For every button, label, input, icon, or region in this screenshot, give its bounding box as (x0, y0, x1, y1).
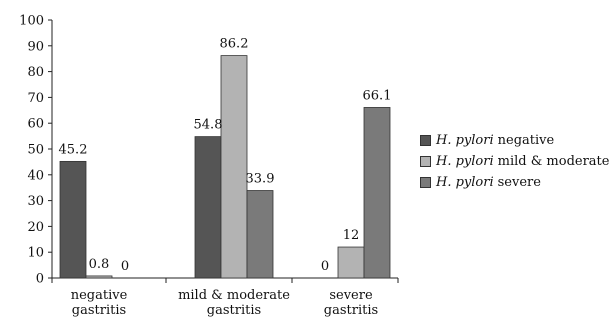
bar-1-1 (59, 160, 87, 279)
bars (59, 55, 391, 279)
y-tick-label: 30 (27, 194, 44, 209)
data-label: 0 (121, 259, 129, 274)
legend-swatch-negative (420, 135, 431, 146)
legend-italic-severe: H. pylori (436, 175, 494, 190)
bar-3-3 (363, 107, 391, 279)
y-tick-label: 20 (27, 220, 44, 235)
bar-1-2 (194, 136, 222, 279)
bar-3-2 (246, 190, 274, 279)
y-tick-label: 40 (27, 168, 44, 183)
data-label: 12 (343, 228, 360, 243)
bar-2-3 (337, 246, 365, 279)
legend-swatch-mild-moderate (420, 156, 431, 167)
legend-italic-mild-moderate: H. pylori (436, 154, 494, 169)
data-label: 0 (321, 259, 329, 274)
y-tick-label: 80 (27, 65, 44, 80)
y-axis: 0 10 20 30 40 50 60 70 80 90 100 (19, 14, 53, 287)
data-label: 45.2 (59, 142, 88, 157)
category-labels: negative gastritis mild & moderate gastriti… (71, 288, 378, 318)
data-label: 66.1 (363, 88, 392, 103)
y-tick-label: 0 (36, 272, 44, 287)
y-tick-label: 10 (27, 246, 44, 261)
legend: H. pylori negative H. pylori mild & mode… (420, 130, 609, 193)
legend-text-severe: severe (497, 175, 541, 190)
legend-text-negative: negative (497, 133, 555, 148)
y-tick-label: 60 (27, 117, 44, 132)
bar-2-1 (85, 275, 113, 279)
y-tick-label: 100 (19, 14, 44, 29)
data-label: 54.8 (194, 118, 223, 133)
legend-swatch-severe (420, 177, 431, 188)
category-label: negative gastritis (71, 288, 128, 318)
x-axis (51, 277, 399, 283)
data-label: 86.2 (220, 37, 249, 52)
legend-item-mild-moderate: H. pylori mild & moderate (420, 151, 609, 172)
category-label: mild & moderate gastritis (178, 288, 290, 318)
data-label: 33.9 (246, 172, 275, 187)
category-label: severe gastritis (324, 288, 378, 318)
y-tick-label: 90 (27, 39, 44, 54)
data-labels: 45.2 0.8 0 54.8 86.2 33.9 0 12 66.1 (59, 37, 392, 274)
legend-italic-negative: H. pylori (436, 133, 494, 148)
data-label: 0.8 (89, 257, 110, 272)
bar-2-2 (220, 55, 248, 279)
legend-text-mild-moderate: mild & moderate (497, 154, 610, 169)
legend-item-severe: H. pylori severe (420, 172, 609, 193)
legend-item-negative: H. pylori negative (420, 130, 609, 151)
y-tick-label: 70 (27, 91, 44, 106)
y-tick-label: 50 (27, 143, 44, 158)
